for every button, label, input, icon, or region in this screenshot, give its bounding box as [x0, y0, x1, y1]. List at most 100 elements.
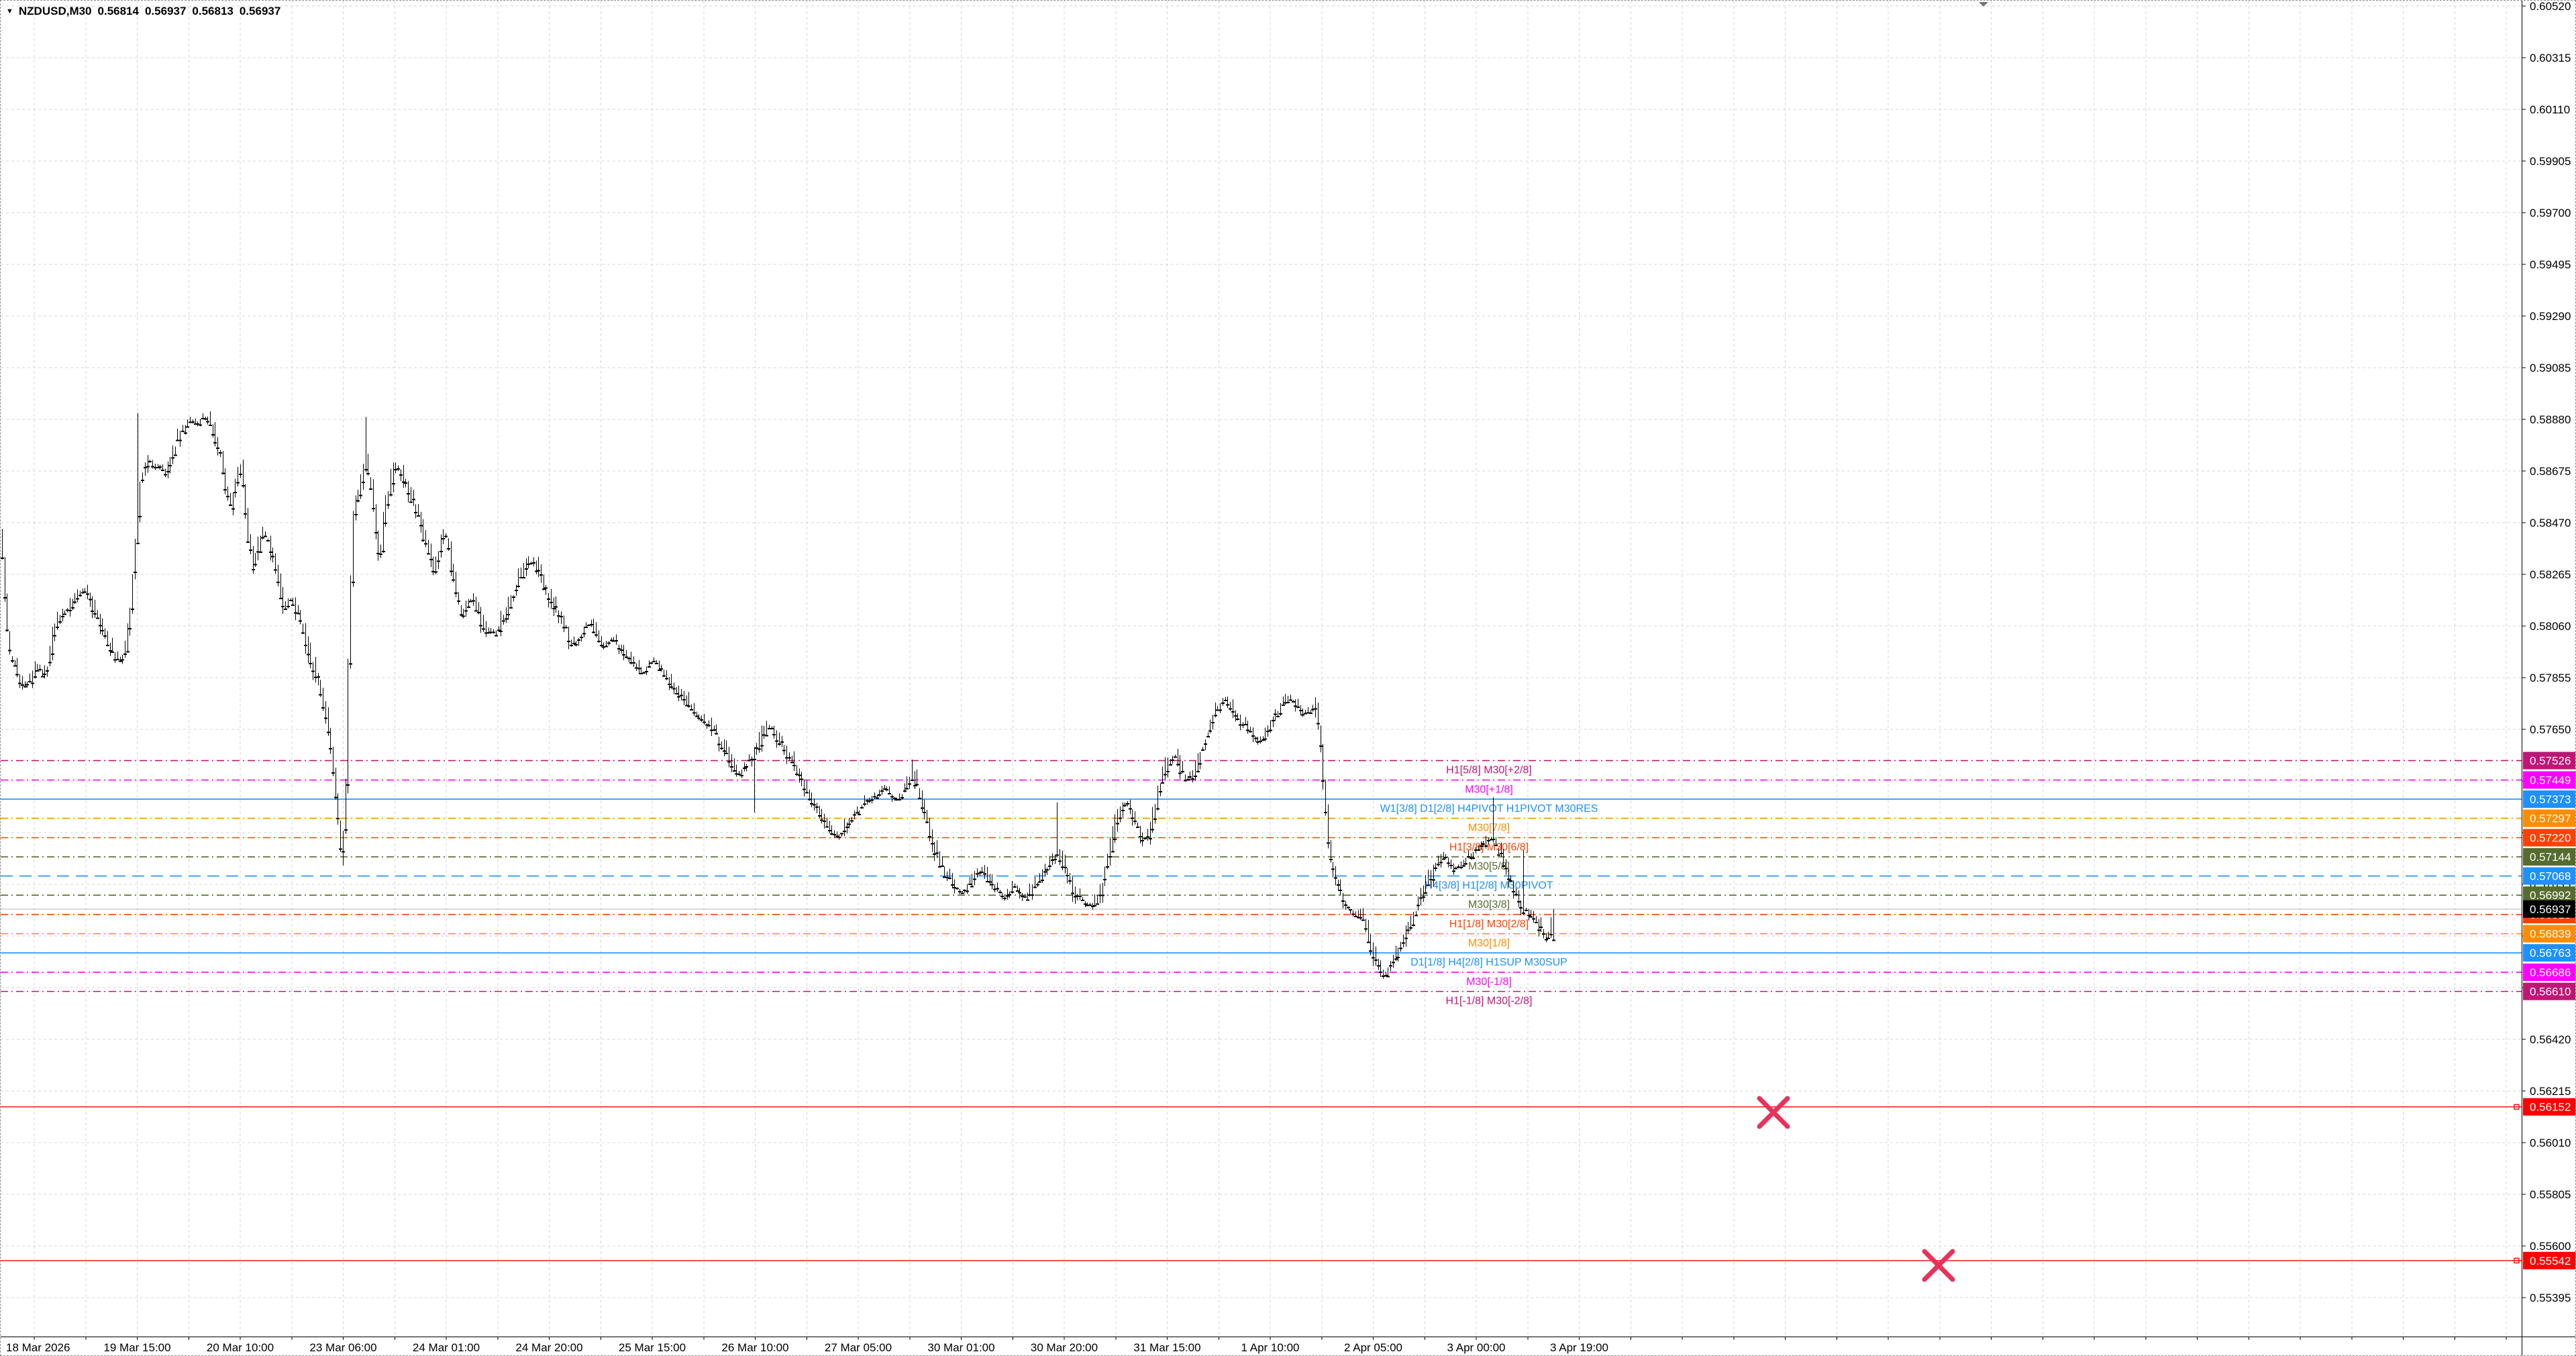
- ohlc-high: 0.56937: [144, 5, 187, 17]
- murrey-level-label: H1[1/8] M30[2/8]: [1449, 919, 1529, 930]
- murrey-level-label: M30[+1/8]: [1465, 784, 1513, 795]
- grid: [1, 1, 2522, 1337]
- price-tick-label: 0.56420: [2530, 1033, 2571, 1046]
- price-tick-label: 0.57650: [2530, 723, 2571, 736]
- time-tick-label: 24 Mar 20:00: [515, 1341, 582, 1354]
- price-tick-label: 0.58060: [2530, 620, 2571, 633]
- price-tick-label: 0.60520: [2530, 1, 2571, 13]
- time-tick-label: 20 Mar 10:00: [207, 1341, 274, 1354]
- svg-text:0.57373: 0.57373: [2530, 793, 2571, 806]
- svg-text:0.56152: 0.56152: [2530, 1101, 2571, 1114]
- red-line-price-badge: 0.55542: [2523, 1251, 2575, 1269]
- level-price-badge: 0.57373: [2523, 790, 2575, 809]
- price-tick-label: 0.59085: [2530, 362, 2571, 374]
- price-tick-label: 0.59905: [2530, 155, 2571, 168]
- price-tick-label: 0.58265: [2530, 568, 2571, 581]
- candlestick-series: [1, 411, 1555, 979]
- svg-text:0.56937: 0.56937: [2530, 903, 2571, 916]
- svg-text:0.56839: 0.56839: [2530, 928, 2571, 941]
- price-tick-label: 0.59495: [2530, 258, 2571, 271]
- level-price-badge: 0.56610: [2523, 982, 2575, 1000]
- svg-text:0.57144: 0.57144: [2530, 851, 2571, 864]
- price-tick-label: 0.59290: [2530, 310, 2571, 323]
- murrey-level-label: H1[3/8] M30[6/8]: [1449, 842, 1529, 853]
- murrey-level-label: H1[5/8] M30[+2/8]: [1446, 765, 1532, 776]
- svg-text:0.55542: 0.55542: [2530, 1255, 2571, 1267]
- time-tick-label: 23 Mar 06:00: [309, 1341, 376, 1354]
- price-tick-label: 0.60315: [2530, 52, 2571, 64]
- murrey-level-label: H4[3/8] H1[2/8] M30PIVOT: [1425, 880, 1553, 892]
- level-price-badge: 0.56839: [2523, 925, 2575, 943]
- symbol-period-label: NZDUSD,M30: [18, 5, 92, 17]
- red-cross-marker[interactable]: [1922, 1249, 1955, 1282]
- price-tick-label: 0.60110: [2530, 103, 2570, 116]
- time-tick-label: 18 Mar 2026: [6, 1341, 70, 1354]
- time-tick-label: 19 Mar 15:00: [103, 1341, 170, 1354]
- time-tick-label: 3 Apr 19:00: [1550, 1341, 1608, 1354]
- level-price-badge: 0.56686: [2523, 963, 2575, 982]
- svg-text:0.57526: 0.57526: [2530, 755, 2571, 768]
- time-tick-label: 3 Apr 00:00: [1447, 1341, 1506, 1354]
- time-axis[interactable]: 18 Mar 2026 19 Mar 15:00 20 Mar 10:00 23 Ma…: [6, 1337, 2507, 1354]
- chart-shift-marker[interactable]: [1979, 2, 1988, 7]
- svg-text:0.57297: 0.57297: [2530, 813, 2571, 825]
- chart-title-bar: ▼ NZDUSD,M30 0.56814 0.56937 0.56813 0.5…: [6, 4, 287, 19]
- price-tick-label: 0.58880: [2530, 413, 2571, 426]
- price-tick-label: 0.56215: [2530, 1085, 2571, 1098]
- ohlc-close: 0.56937: [239, 5, 281, 17]
- murrey-level-lines: H1[5/8] M30[+2/8] M30[+1/8] W1[3/8] D1[2/8…: [1, 760, 2522, 1007]
- level-price-badge: 0.57449: [2523, 771, 2575, 789]
- cross-markers[interactable]: [1757, 1096, 1955, 1282]
- price-axis[interactable]: 0.60520 0.60315 0.60110 0.59905 0.59700 0.594…: [2522, 1, 2575, 1304]
- time-tick-label: 30 Mar 01:00: [927, 1341, 994, 1354]
- time-tick-label: 25 Mar 15:00: [619, 1341, 686, 1354]
- ohlc-low: 0.56813: [192, 5, 234, 17]
- svg-text:0.56763: 0.56763: [2530, 947, 2571, 959]
- price-tick-label: 0.55600: [2530, 1240, 2571, 1253]
- time-tick-label: 1 Apr 10:00: [1241, 1341, 1300, 1354]
- price-tick-label: 0.56010: [2530, 1137, 2571, 1149]
- svg-text:0.57220: 0.57220: [2530, 832, 2571, 845]
- price-tick-label: 0.59700: [2530, 207, 2571, 219]
- murrey-level-label: H1[-1/8] M30[-2/8]: [1446, 996, 1533, 1007]
- svg-text:0.56610: 0.56610: [2530, 986, 2571, 998]
- time-tick-label: 26 Mar 10:00: [721, 1341, 788, 1354]
- murrey-level-label: M30[-1/8]: [1466, 976, 1512, 988]
- murrey-level-label: M30[3/8]: [1468, 899, 1510, 910]
- price-tick-label: 0.58675: [2530, 465, 2571, 478]
- hline-handle[interactable]: [2514, 1104, 2520, 1110]
- time-tick-label: 30 Mar 20:00: [1031, 1341, 1098, 1354]
- red-line-price-badge: 0.56152: [2523, 1098, 2575, 1116]
- level-price-badge: 0.57297: [2523, 809, 2575, 827]
- murrey-level-label: D1[1/8] H4[2/8] H1SUP M30SUP: [1410, 957, 1567, 968]
- hline-handle[interactable]: [2514, 1257, 2520, 1263]
- time-tick-label: 27 Mar 05:00: [825, 1341, 892, 1354]
- murrey-level-label: M30[1/8]: [1468, 938, 1510, 949]
- level-price-badge: 0.57220: [2523, 829, 2575, 847]
- svg-text:0.57068: 0.57068: [2530, 870, 2571, 883]
- level-price-badge: 0.57144: [2523, 848, 2575, 866]
- price-tick-label: 0.58470: [2530, 517, 2571, 529]
- ohlc-open: 0.56814: [97, 5, 139, 17]
- price-tick-label: 0.55805: [2530, 1188, 2571, 1201]
- time-tick-label: 2 Apr 05:00: [1344, 1341, 1402, 1354]
- time-tick-label: 31 Mar 15:00: [1133, 1341, 1200, 1354]
- svg-text:0.56686: 0.56686: [2530, 966, 2571, 979]
- murrey-level-label: W1[3/8] D1[2/8] H4PIVOT H1PIVOT M30RES: [1380, 803, 1598, 815]
- level-price-badge: 0.56763: [2523, 944, 2575, 962]
- collapse-triangle-icon[interactable]: ▼: [6, 7, 13, 15]
- level-price-badge: 0.57526: [2523, 751, 2575, 770]
- red-horizontal-lines[interactable]: [1, 1104, 2522, 1263]
- red-cross-marker[interactable]: [1757, 1096, 1790, 1129]
- level-price-badge: 0.57068: [2523, 867, 2575, 885]
- murrey-level-label: M30[5/8]: [1468, 861, 1510, 872]
- svg-text:0.56992: 0.56992: [2530, 889, 2571, 902]
- price-tick-label: 0.55395: [2530, 1292, 2571, 1304]
- price-tick-label: 0.57855: [2530, 672, 2571, 684]
- time-tick-label: 24 Mar 01:00: [413, 1341, 480, 1354]
- current-price-badge: 0.56937: [2523, 900, 2575, 918]
- murrey-level-label: M30[7/8]: [1468, 823, 1510, 834]
